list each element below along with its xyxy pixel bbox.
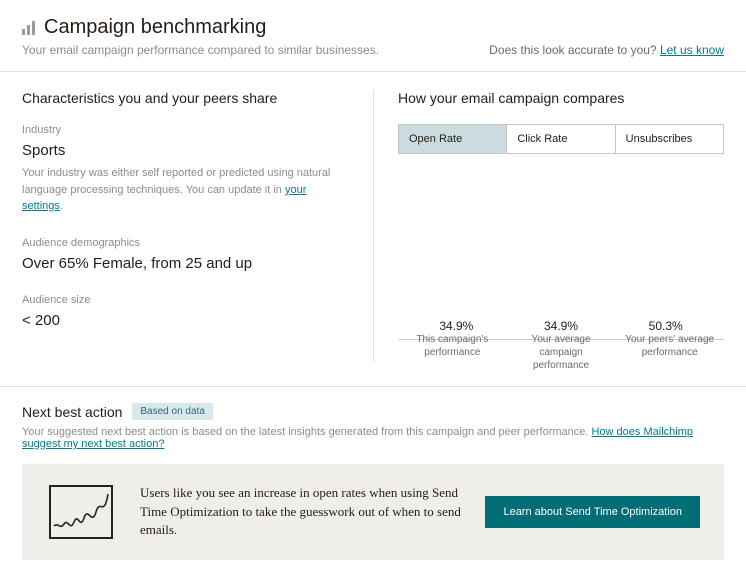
industry-desc-suffix: . (60, 200, 63, 212)
compare-heading: How your email campaign compares (398, 90, 724, 106)
demographics-label: Audience demographics (22, 237, 349, 249)
characteristics-panel: Characteristics you and your peers share… (22, 90, 373, 362)
bar-value-label: 34.9% (439, 319, 473, 333)
size-block: Audience size < 200 (22, 294, 349, 329)
compare-tabs: Open RateClick RateUnsubscribes (398, 124, 724, 154)
category-labels: This campaign's performanceYour average … (398, 333, 724, 372)
next-best-action-section: Next best action Based on data Your sugg… (0, 387, 746, 582)
bar-value-label: 50.3% (649, 319, 683, 333)
bars-container: 34.9% 34.9% 50.3% (398, 190, 724, 340)
tab-click-rate[interactable]: Click Rate (507, 125, 615, 153)
industry-label: Industry (22, 124, 349, 136)
header-left: Campaign benchmarking Your email campaig… (22, 16, 379, 57)
category-label-1: Your average campaign performance (507, 333, 616, 372)
nba-header: Next best action Based on data (22, 403, 724, 420)
nba-badge: Based on data (132, 403, 213, 420)
industry-desc: Your industry was either self reported o… (22, 165, 349, 215)
nba-desc-prefix: Your suggested next best action is based… (22, 426, 592, 438)
feedback-prompt: Does this look accurate to you? Let us k… (489, 43, 724, 57)
compare-panel: How your email campaign compares Open Ra… (373, 90, 724, 362)
main-content: Characteristics you and your peers share… (0, 72, 746, 362)
characteristics-heading: Characteristics you and your peers share (22, 90, 349, 106)
category-label-2: Your peers' average performance (615, 333, 724, 372)
tip-card: Users like you see an increase in open r… (22, 464, 724, 560)
nba-title: Next best action (22, 404, 122, 420)
industry-block: Industry Sports Your industry was either… (22, 124, 349, 215)
size-label: Audience size (22, 294, 349, 306)
scribble-chart-icon (46, 482, 116, 542)
feedback-text: Does this look accurate to you? (489, 43, 656, 57)
category-label-0: This campaign's performance (398, 333, 507, 372)
compare-chart: 34.9%34.9%50.3% This campaign's performa… (398, 172, 724, 362)
page-title: Campaign benchmarking (44, 16, 266, 39)
page-subtitle: Your email campaign performance compared… (22, 43, 379, 57)
page-header: Campaign benchmarking Your email campaig… (0, 0, 746, 72)
tab-unsubscribes[interactable]: Unsubscribes (616, 125, 723, 153)
demographics-block: Audience demographics Over 65% Female, f… (22, 237, 349, 272)
title-row: Campaign benchmarking (22, 16, 379, 39)
feedback-link[interactable]: Let us know (660, 43, 724, 57)
size-value: < 200 (22, 312, 349, 329)
nba-desc: Your suggested next best action is based… (22, 426, 724, 450)
industry-value: Sports (22, 142, 349, 159)
cta-button[interactable]: Learn about Send Time Optimization (485, 496, 700, 528)
bar-value-label: 34.9% (544, 319, 578, 333)
tip-text: Users like you see an increase in open r… (140, 484, 461, 541)
demographics-value: Over 65% Female, from 25 and up (22, 255, 349, 272)
bar-chart-icon (22, 21, 36, 35)
tab-open-rate[interactable]: Open Rate (399, 125, 507, 153)
